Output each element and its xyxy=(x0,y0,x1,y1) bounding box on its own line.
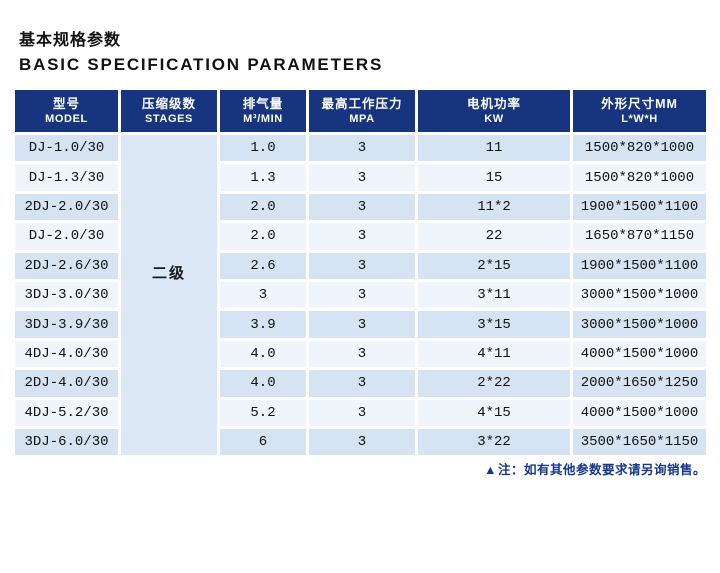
cell-dimensions: 1900*1500*1100 xyxy=(573,193,706,221)
footnote: ▲注：如有其他参数要求请另询销售。 xyxy=(484,459,706,478)
cell-model: DJ-1.0/30 xyxy=(15,135,118,162)
table-row: 3DJ-3.0/30 3 3 3*11 3000*1500*1000 xyxy=(15,281,706,309)
col-header-zh: 外形尺寸MM xyxy=(601,96,678,111)
note-triangle-icon: ▲ xyxy=(484,463,497,477)
cell-pressure: 3 xyxy=(309,252,415,279)
cell-model: DJ-1.3/30 xyxy=(15,164,118,191)
cell-model: 2DJ-2.6/30 xyxy=(15,252,118,279)
cell-power: 3*22 xyxy=(418,428,570,456)
cell-model: DJ-2.0/30 xyxy=(15,223,118,250)
col-header-dimensions: 外形尺寸MM L*W*H xyxy=(573,90,706,132)
table-row: 2DJ-2.0/30 2.0 3 11*2 1900*1500*1100 xyxy=(15,193,706,221)
col-header-en: L*W*H xyxy=(621,112,658,125)
cell-displacement: 5.2 xyxy=(220,399,306,426)
cell-displacement: 1.0 xyxy=(220,135,306,162)
cell-displacement: 4.0 xyxy=(220,370,306,397)
cell-model: 3DJ-3.9/30 xyxy=(15,311,118,338)
table-row: DJ-2.0/30 2.0 3 22 1650*870*1150 xyxy=(15,223,706,250)
cell-pressure: 3 xyxy=(309,399,415,426)
col-header-en: STAGES xyxy=(144,112,193,125)
table-row: DJ-1.0/30 二级 1.0 3 11 1500*820*1000 xyxy=(15,135,706,456)
col-header-model: 型号 MODEL xyxy=(15,90,118,132)
cell-dimensions: 4000*1500*1000 xyxy=(573,399,706,426)
col-header-zh: 型号 xyxy=(52,96,80,111)
spec-table: 型号 MODEL 压缩级数 STAGES 排气量 M³/MIN 最高工作压力 M… xyxy=(12,87,709,458)
cell-dimensions: 3000*1500*1000 xyxy=(573,281,706,309)
cell-dimensions: 1500*820*1000 xyxy=(573,164,706,191)
cell-power: 11*2 xyxy=(418,193,570,221)
cell-displacement: 4.0 xyxy=(220,340,306,368)
cell-pressure: 3 xyxy=(309,193,415,221)
cell-displacement: 2.0 xyxy=(220,193,306,221)
cell-displacement: 2.6 xyxy=(220,252,306,279)
cell-displacement: 3 xyxy=(220,281,306,309)
cell-pressure: 3 xyxy=(309,135,415,162)
cell-pressure: 3 xyxy=(309,281,415,309)
cell-power: 2*22 xyxy=(418,370,570,397)
table-header-row: 型号 MODEL 压缩级数 STAGES 排气量 M³/MIN 最高工作压力 M… xyxy=(15,90,706,132)
cell-model: 4DJ-4.0/30 xyxy=(15,340,118,368)
cell-dimensions: 1900*1500*1100 xyxy=(573,252,706,279)
table-row: 4DJ-5.2/30 5.2 3 4*15 4000*1500*1000 xyxy=(15,399,706,426)
col-header-en: MPA xyxy=(349,112,375,125)
col-header-zh: 排气量 xyxy=(242,96,284,111)
cell-dimensions: 3000*1500*1000 xyxy=(573,311,706,338)
cell-pressure: 3 xyxy=(309,311,415,338)
cell-power: 3*11 xyxy=(418,281,570,309)
col-header-en: MODEL xyxy=(45,112,88,125)
page-title-en: BASIC SPECIFICATION PARAMETERS xyxy=(19,55,384,74)
cell-power: 2*15 xyxy=(418,252,570,279)
col-header-zh: 电机功率 xyxy=(466,96,521,111)
table-row: DJ-1.3/30 1.3 3 15 1500*820*1000 xyxy=(15,164,706,191)
cell-pressure: 3 xyxy=(309,370,415,397)
cell-displacement: 3.9 xyxy=(220,311,306,338)
cell-dimensions: 4000*1500*1000 xyxy=(573,340,706,368)
cell-pressure: 3 xyxy=(309,164,415,191)
col-header-stages: 压缩级数 STAGES xyxy=(121,90,217,132)
cell-stages-merged: 二级 xyxy=(121,135,217,456)
col-header-en: M³/MIN xyxy=(243,112,283,125)
page-header: 基本规格参数 BASIC SPECIFICATION PARAMETERS xyxy=(19,26,383,75)
cell-power: 4*11 xyxy=(418,340,570,368)
note-text: 注：如有其他参数要求请另询销售。 xyxy=(497,463,706,477)
table-row: 3DJ-6.0/30 6 3 3*22 3500*1650*1150 xyxy=(15,428,706,456)
col-header-zh: 最高工作压力 xyxy=(321,96,403,111)
col-header-zh: 压缩级数 xyxy=(141,96,196,111)
cell-dimensions: 2000*1650*1250 xyxy=(573,370,706,397)
cell-pressure: 3 xyxy=(309,428,415,456)
cell-power: 4*15 xyxy=(418,399,570,426)
cell-model: 3DJ-6.0/30 xyxy=(15,428,118,456)
cell-pressure: 3 xyxy=(309,223,415,250)
cell-model: 3DJ-3.0/30 xyxy=(15,281,118,309)
cell-power: 11 xyxy=(418,135,570,162)
col-header-power: 电机功率 KW xyxy=(418,90,570,132)
cell-model: 2DJ-2.0/30 xyxy=(15,193,118,221)
cell-displacement: 1.3 xyxy=(220,164,306,191)
cell-displacement: 2.0 xyxy=(220,223,306,250)
table-row: 2DJ-4.0/30 4.0 3 2*22 2000*1650*1250 xyxy=(15,370,706,397)
table-row: 4DJ-4.0/30 4.0 3 4*11 4000*1500*1000 xyxy=(15,340,706,368)
cell-power: 22 xyxy=(418,223,570,250)
table-row: 3DJ-3.9/30 3.9 3 3*15 3000*1500*1000 xyxy=(15,311,706,338)
col-header-en: KW xyxy=(484,112,504,125)
cell-power: 15 xyxy=(418,164,570,191)
cell-power: 3*15 xyxy=(418,311,570,338)
cell-dimensions: 3500*1650*1150 xyxy=(573,428,706,456)
col-header-pressure: 最高工作压力 MPA xyxy=(309,90,415,132)
cell-model: 2DJ-4.0/30 xyxy=(15,370,118,397)
cell-displacement: 6 xyxy=(220,428,306,456)
page-title-zh: 基本规格参数 xyxy=(19,32,122,49)
cell-dimensions: 1650*870*1150 xyxy=(573,223,706,250)
cell-dimensions: 1500*820*1000 xyxy=(573,135,706,162)
cell-model: 4DJ-5.2/30 xyxy=(15,399,118,426)
cell-pressure: 3 xyxy=(309,340,415,368)
table-row: 2DJ-2.6/30 2.6 3 2*15 1900*1500*1100 xyxy=(15,252,706,279)
col-header-displacement: 排气量 M³/MIN xyxy=(220,90,306,132)
